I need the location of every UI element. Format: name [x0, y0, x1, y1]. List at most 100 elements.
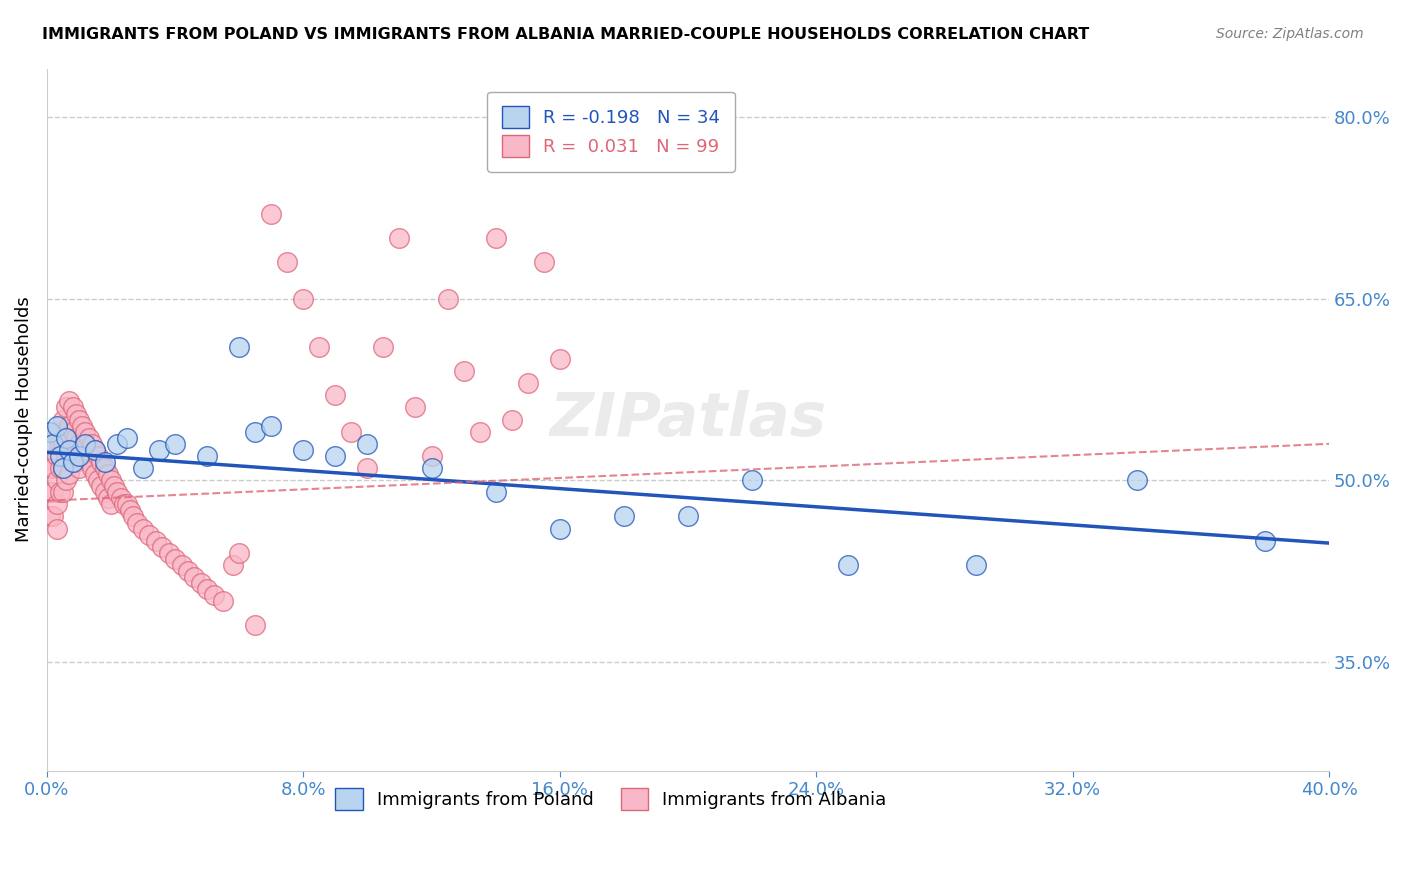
Point: [110, 491, 132, 506]
Point: [195, 582, 218, 596]
Point: [67, 449, 90, 463]
Point: [65, 431, 87, 445]
Point: [148, 442, 170, 457]
Point: [45, 522, 67, 536]
Point: [62, 449, 84, 463]
Point: [122, 509, 145, 524]
Point: [45, 497, 67, 511]
Point: [75, 449, 97, 463]
Point: [55, 431, 77, 445]
Point: [308, 340, 330, 354]
Point: [55, 425, 77, 439]
Point: [52, 461, 75, 475]
Point: [93, 485, 115, 500]
Point: [70, 418, 93, 433]
Point: [340, 425, 363, 439]
Point: [55, 401, 77, 415]
Point: [77, 431, 100, 445]
Point: [112, 497, 135, 511]
Point: [45, 449, 67, 463]
Point: [75, 425, 97, 439]
Point: [453, 364, 475, 378]
Point: [39, 461, 62, 475]
Point: [39, 485, 62, 500]
Point: [228, 340, 250, 354]
Point: [741, 473, 763, 487]
Point: [62, 401, 84, 415]
Point: [42, 437, 65, 451]
Point: [90, 479, 112, 493]
Point: [373, 340, 395, 354]
Point: [1254, 533, 1277, 548]
Point: [516, 376, 538, 391]
Point: [80, 437, 103, 451]
Point: [405, 401, 427, 415]
Point: [65, 407, 87, 421]
Point: [420, 461, 443, 475]
Point: [485, 485, 508, 500]
Point: [132, 522, 155, 536]
Point: [150, 540, 173, 554]
Point: [58, 418, 80, 433]
Point: [132, 461, 155, 475]
Point: [100, 473, 122, 487]
Point: [183, 570, 205, 584]
Point: [45, 473, 67, 487]
Point: [676, 509, 699, 524]
Point: [202, 588, 225, 602]
Point: [62, 425, 84, 439]
Point: [115, 431, 138, 445]
Point: [436, 292, 458, 306]
Point: [260, 418, 283, 433]
Text: ZIPatlas: ZIPatlas: [550, 390, 827, 449]
Point: [388, 231, 411, 245]
Point: [87, 449, 110, 463]
Text: Source: ZipAtlas.com: Source: ZipAtlas.com: [1216, 27, 1364, 41]
Point: [52, 485, 75, 500]
Point: [75, 437, 97, 451]
Y-axis label: Married-couple Households: Married-couple Households: [15, 297, 32, 542]
Point: [170, 558, 193, 572]
Point: [52, 461, 75, 475]
Point: [45, 418, 67, 433]
Point: [1125, 473, 1147, 487]
Point: [67, 437, 90, 451]
Point: [292, 292, 315, 306]
Point: [165, 551, 187, 566]
Point: [97, 491, 120, 506]
Point: [58, 442, 80, 457]
Point: [67, 461, 90, 475]
Point: [48, 449, 70, 463]
Point: [62, 455, 84, 469]
Point: [245, 618, 267, 632]
Point: [501, 412, 523, 426]
Point: [70, 442, 93, 457]
Point: [165, 437, 187, 451]
Point: [48, 485, 70, 500]
Point: [222, 558, 245, 572]
Point: [42, 509, 65, 524]
Point: [245, 425, 267, 439]
Point: [468, 425, 491, 439]
Point: [42, 461, 65, 475]
Point: [548, 352, 571, 367]
Point: [90, 455, 112, 469]
Point: [276, 255, 298, 269]
Point: [65, 455, 87, 469]
Point: [93, 461, 115, 475]
Point: [107, 437, 129, 451]
Point: [965, 558, 987, 572]
Point: [103, 479, 125, 493]
Point: [39, 425, 62, 439]
Point: [195, 449, 218, 463]
Point: [84, 442, 107, 457]
Point: [58, 467, 80, 481]
Point: [157, 546, 180, 560]
Point: [42, 485, 65, 500]
Text: IMMIGRANTS FROM POLAND VS IMMIGRANTS FROM ALBANIA MARRIED-COUPLE HOUSEHOLDS CORR: IMMIGRANTS FROM POLAND VS IMMIGRANTS FRO…: [42, 27, 1090, 42]
Point: [837, 558, 859, 572]
Point: [325, 449, 347, 463]
Point: [58, 394, 80, 409]
Point: [228, 546, 250, 560]
Point: [212, 594, 235, 608]
